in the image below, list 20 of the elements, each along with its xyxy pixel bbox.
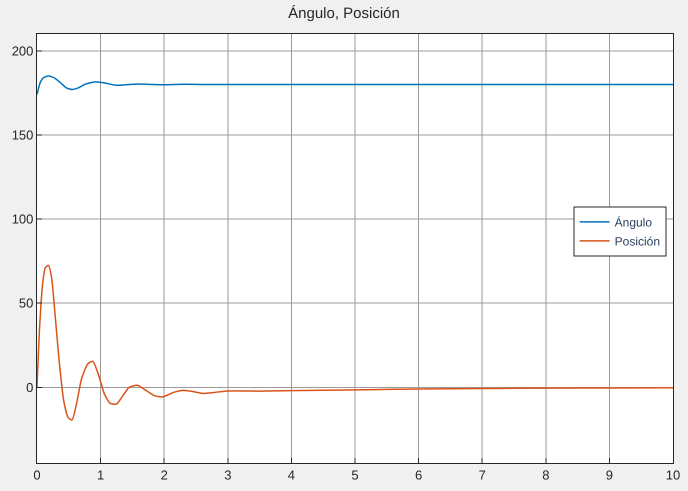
chart-title: Ángulo, Posición (288, 4, 400, 22)
x-tick-label: 3 (224, 468, 232, 483)
y-tick-label: 150 (12, 127, 34, 142)
x-tick-label: 6 (414, 468, 422, 483)
y-tick-label: 200 (12, 43, 34, 58)
y-tick-label: 0 (26, 380, 34, 395)
line-series (37, 75, 673, 96)
x-tick-label: 2 (160, 468, 168, 483)
x-tick-label: 10 (666, 468, 680, 483)
legend-label: Ángulo (614, 216, 652, 230)
y-tick-label: 50 (18, 296, 34, 311)
x-tick-label: 1 (96, 468, 104, 483)
x-tick-label: 7 (478, 468, 486, 483)
legend-label: Posición (614, 234, 660, 249)
x-tick-label: 9 (606, 468, 614, 483)
x-tick-label: 5 (351, 468, 359, 483)
y-tick-label: 100 (12, 212, 34, 227)
line-series (37, 264, 673, 421)
x-tick-label: 4 (288, 468, 296, 483)
x-tick-label: 8 (542, 468, 550, 483)
